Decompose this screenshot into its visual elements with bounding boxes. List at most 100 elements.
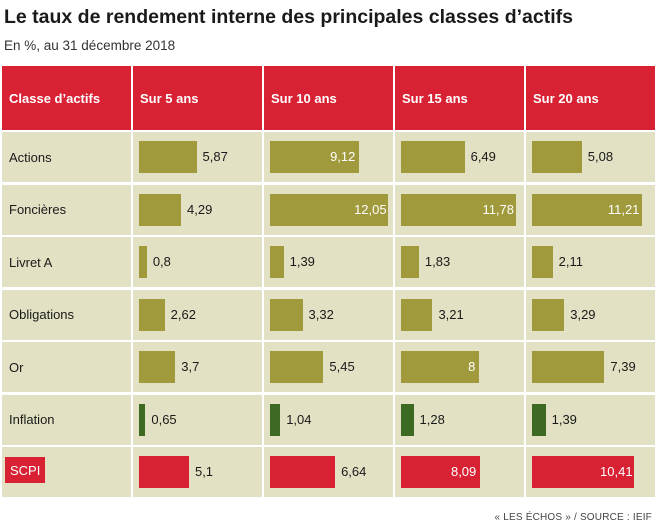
value-bar — [401, 351, 480, 383]
value-cell: 10,41 — [526, 447, 655, 497]
value-label: 5,08 — [587, 149, 614, 164]
value-bar — [532, 456, 635, 488]
value-bar — [139, 141, 197, 173]
header-cell: Sur 15 ans — [395, 66, 524, 130]
column-header: Sur 5 ans — [140, 90, 199, 106]
value-label: 5,45 — [329, 359, 355, 374]
value-bar — [270, 456, 336, 488]
row-label-cell: Inflation — [2, 394, 131, 445]
value-cell: 1,28 — [395, 394, 524, 445]
value-label: 2,11 — [558, 254, 584, 269]
row-label-cell: Or — [2, 342, 131, 392]
value-cell: 4,29 — [133, 184, 262, 235]
row-label: Actions — [9, 149, 52, 165]
value-bar — [139, 246, 147, 278]
row-label: SCPI — [5, 457, 46, 483]
value-label: 11,21 — [607, 201, 640, 217]
value-bar — [401, 193, 517, 226]
value-bar — [139, 456, 189, 488]
value-cell: 3,29 — [526, 289, 655, 340]
value-bar — [532, 193, 642, 226]
value-cell: 11,21 — [526, 184, 655, 235]
row-label-cell: Livret A — [2, 237, 131, 287]
value-label: 7,39 — [610, 359, 636, 374]
row-label: Inflation — [9, 412, 55, 427]
column-header: Sur 15 ans — [402, 90, 468, 106]
value-cell: 2,11 — [526, 237, 655, 287]
value-cell: 1,39 — [264, 237, 393, 287]
value-bar — [532, 403, 546, 436]
row-label: Or — [9, 359, 24, 375]
value-cell: 8,09 — [395, 447, 524, 497]
value-label: 11,78 — [482, 201, 515, 217]
value-bar — [401, 403, 414, 436]
value-label: 0,8 — [152, 254, 171, 269]
value-bar — [532, 351, 605, 383]
value-label: 1,28 — [419, 411, 445, 427]
row-label-cell: Obligations — [2, 289, 131, 340]
row-label: Obligations — [9, 307, 75, 322]
chart-title: Le taux de rendement interne des princip… — [4, 6, 573, 28]
row-label-cell: Foncières — [2, 184, 131, 235]
value-bar — [270, 351, 324, 383]
value-bar — [270, 141, 360, 173]
value-bar — [401, 298, 433, 331]
source-note: « LES ÉCHOS » / SOURCE : IEIF — [494, 512, 652, 523]
value-bar — [270, 193, 389, 226]
value-label: 4,29 — [187, 201, 213, 217]
value-label: 3,7 — [181, 359, 200, 374]
value-label: 1,04 — [286, 411, 312, 427]
value-bar — [532, 298, 565, 331]
value-cell: 1,83 — [395, 237, 524, 287]
value-cell: 7,39 — [526, 342, 655, 392]
value-label: 1,39 — [289, 254, 315, 269]
value-cell: 5,08 — [526, 132, 655, 182]
column-header: Sur 10 ans — [271, 90, 337, 106]
value-label: 5,87 — [202, 149, 228, 164]
header-cell: Sur 5 ans — [133, 66, 262, 130]
value-bar — [139, 403, 146, 436]
value-label: 6,49 — [470, 149, 496, 164]
value-bar — [139, 351, 176, 383]
value-label: 3,29 — [570, 306, 596, 322]
value-label: 5,1 — [194, 464, 214, 479]
value-cell: 11,78 — [395, 184, 524, 235]
header-cell: Sur 20 ans — [526, 66, 655, 130]
column-header: Sur 20 ans — [533, 90, 599, 106]
value-label: 10,41 — [600, 464, 633, 479]
row-label: Livret A — [9, 254, 53, 270]
value-bar — [270, 246, 284, 278]
value-bar — [139, 193, 182, 226]
value-label: 0,65 — [151, 411, 177, 427]
row-label-cell: Actions — [2, 132, 131, 182]
header-cell: Sur 10 ans — [264, 66, 393, 130]
value-bar — [401, 246, 419, 278]
value-cell: 1,04 — [264, 394, 393, 445]
value-label: 3,21 — [438, 306, 464, 322]
value-label: 8,09 — [450, 464, 477, 479]
value-label: 8 — [468, 359, 476, 374]
value-cell: 6,64 — [264, 447, 393, 497]
value-cell: 3,32 — [264, 289, 393, 340]
value-cell: 5,1 — [133, 447, 262, 497]
value-label: 1,83 — [424, 254, 451, 269]
value-bar — [532, 141, 582, 173]
value-bar — [401, 141, 465, 173]
value-cell: 8 — [395, 342, 524, 392]
column-header: Classe d’actifs — [9, 90, 101, 106]
value-cell: 5,45 — [264, 342, 393, 392]
row-label: Foncières — [9, 202, 67, 217]
value-cell: 9,12 — [264, 132, 393, 182]
value-cell: 2,62 — [133, 289, 262, 340]
value-label: 9,12 — [330, 149, 356, 164]
value-label: 3,32 — [308, 306, 334, 322]
value-bar — [139, 298, 165, 331]
row-label-cell: SCPI — [2, 447, 131, 497]
value-cell: 12,05 — [264, 184, 393, 235]
value-label: 12,05 — [354, 201, 387, 217]
value-cell: 3,7 — [133, 342, 262, 392]
value-cell: 1,39 — [526, 394, 655, 445]
header-cell: Classe d’actifs — [2, 66, 131, 130]
value-label: 6,64 — [341, 464, 367, 479]
value-label: 1,39 — [551, 411, 577, 427]
